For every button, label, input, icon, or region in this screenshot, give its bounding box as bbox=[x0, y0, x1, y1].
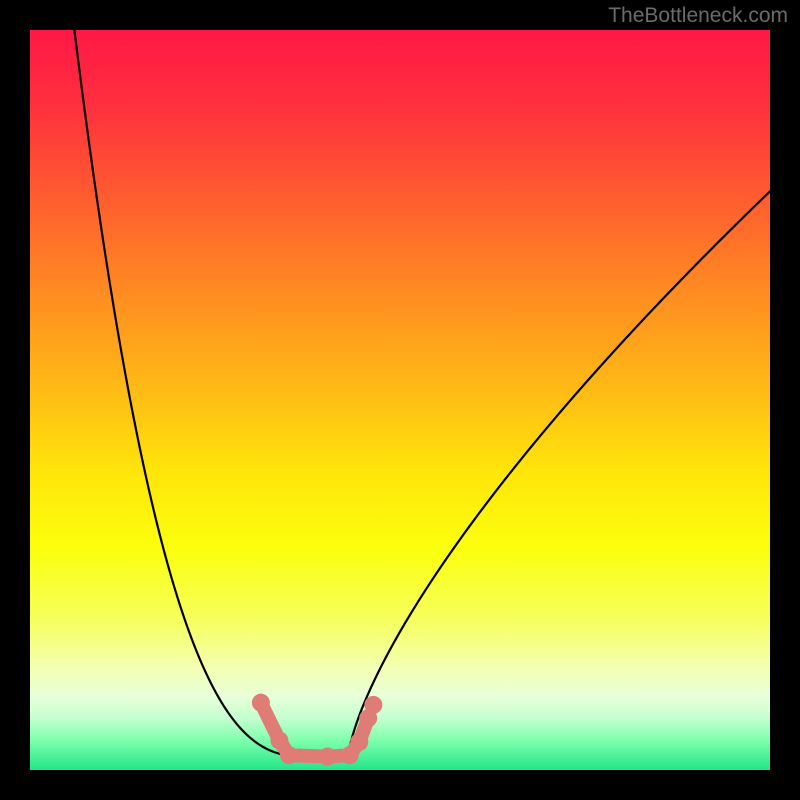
bottleneck-curve-chart bbox=[30, 30, 770, 770]
watermark-text: TheBottleneck.com bbox=[608, 4, 788, 28]
plot-area bbox=[30, 30, 770, 770]
chart-frame: TheBottleneck.com bbox=[0, 0, 800, 800]
